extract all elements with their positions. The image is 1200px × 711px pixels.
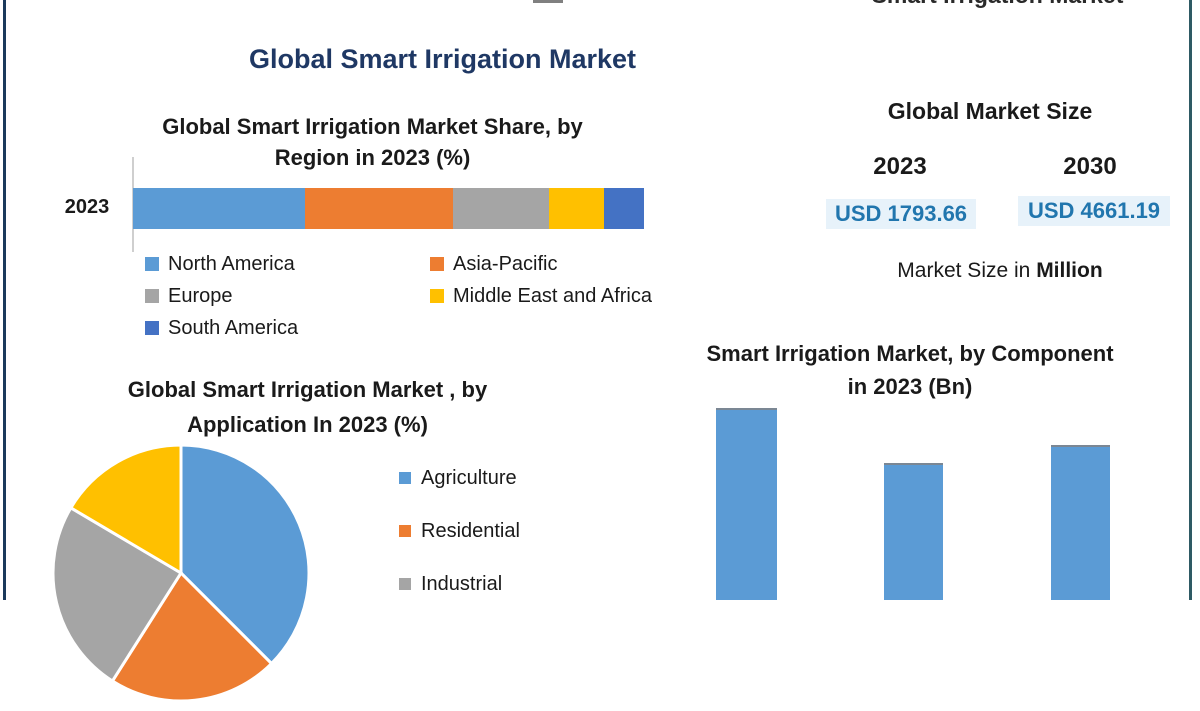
application-pie-chart <box>48 440 314 706</box>
legend-label-residential: Residential <box>421 519 520 542</box>
pie-slice-unlabeled <box>68 443 183 576</box>
legend-item-north-america: North America <box>145 253 295 275</box>
component-bar-3 <box>1051 445 1110 600</box>
component-chart-title-line1: Smart Irrigation Market, by Component <box>706 341 1114 366</box>
legend-swatch-asia-pacific <box>430 257 444 271</box>
market-size-value-2030: USD 4661.19 <box>1018 196 1170 226</box>
region-legend: North America Asia-Pacific Europe Middle… <box>145 253 705 349</box>
top-cropped-text-label: Smart Irrigation Market <box>845 0 1150 8</box>
market-size-caption-unit: Million <box>1036 259 1103 282</box>
legend-label-industrial: Industrial <box>421 572 503 595</box>
cropped-text-fragment <box>533 0 563 3</box>
component-bar-chart <box>700 395 1130 600</box>
legend-swatch-middle-east-and-africa <box>430 289 444 303</box>
legend-item-middle-east-and-africa: Middle East and Africa <box>430 285 652 307</box>
component-bar-2 <box>884 463 943 600</box>
legend-item-asia-pacific: Asia-Pacific <box>430 253 557 275</box>
infographic-canvas: { "accent_colors": { "navy": "#1F3864", … <box>3 0 1200 701</box>
bar-segment-north-america <box>133 188 306 229</box>
legend-swatch-industrial <box>399 578 411 590</box>
page-title: Global Smart Irrigation Market <box>248 44 637 74</box>
bar-segment-europe <box>453 188 550 229</box>
legend-item-south-america: South America <box>145 317 298 339</box>
global-market-size-title: Global Market Size <box>887 98 1093 124</box>
legend-label-middle-east-and-africa: Middle East and Africa <box>453 284 652 307</box>
legend-swatch-residential <box>399 525 411 537</box>
legend-item-industrial: Industrial <box>399 572 502 596</box>
market-size-year-2030: 2030 <box>1063 153 1117 180</box>
component-chart-title: Smart Irrigation Market, by Component in… <box>660 337 1160 403</box>
region-chart-category-label: 2023 <box>64 196 110 218</box>
legend-swatch-europe <box>145 289 159 303</box>
market-size-value-2023: USD 1793.66 <box>826 199 976 229</box>
market-size-year-2023: 2023 <box>873 153 927 180</box>
bar-segment-south-america <box>603 188 644 229</box>
legend-label-agriculture: Agriculture <box>421 466 517 489</box>
legend-swatch-north-america <box>145 257 159 271</box>
legend-swatch-south-america <box>145 321 159 335</box>
region-chart-title-line1: Global Smart Irrigation Market Share, by <box>162 114 583 139</box>
market-size-caption-prefix: Market Size in <box>897 259 1037 282</box>
legend-swatch-agriculture <box>399 472 411 484</box>
bar-segment-middle-east-and-africa <box>549 188 604 229</box>
application-legend: Agriculture Residential Industrial <box>399 466 659 600</box>
legend-item-europe: Europe <box>145 285 233 307</box>
bar-segment-asia-pacific <box>305 188 454 229</box>
application-pie-svg <box>51 443 311 703</box>
legend-label-asia-pacific: Asia-Pacific <box>453 252 558 275</box>
application-chart-title-line2: Application In 2023 (%) <box>187 412 428 437</box>
legend-label-north-america: North America <box>168 252 295 275</box>
legend-item-agriculture: Agriculture <box>399 466 517 490</box>
component-chart-title-line2: in 2023 (Bn) <box>847 374 973 399</box>
market-size-caption: Market Size in Million <box>780 259 1200 283</box>
left-border-line <box>3 0 6 600</box>
right-border-line <box>1189 0 1192 600</box>
region-stacked-bar <box>133 188 644 229</box>
region-chart-title: Global Smart Irrigation Market Share, by… <box>100 111 645 173</box>
top-cropped-text: Smart Irrigation Market <box>845 0 1150 8</box>
application-chart-title: Global Smart Irrigation Market , by Appl… <box>60 372 555 442</box>
application-chart-title-line1: Global Smart Irrigation Market , by <box>127 377 488 402</box>
legend-label-europe: Europe <box>168 284 233 307</box>
region-chart-title-line2: Region in 2023 (%) <box>274 145 471 170</box>
legend-label-south-america: South America <box>168 316 299 339</box>
legend-item-residential: Residential <box>399 519 520 543</box>
component-bar-1 <box>716 408 777 600</box>
